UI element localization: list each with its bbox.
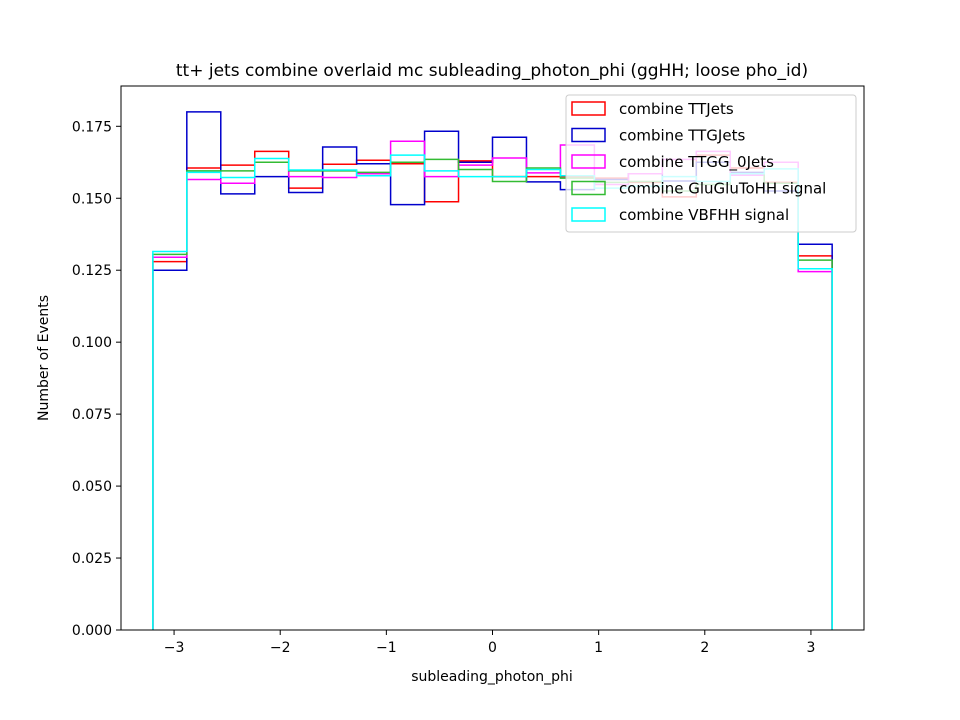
- y-tick-label: 0.175: [72, 119, 112, 135]
- y-tick-label: 0.150: [72, 191, 112, 207]
- legend-swatch: [571, 127, 606, 143]
- x-tick-label: 0: [488, 640, 497, 656]
- legend: combine TTJets combine TTGJets combine TTG…: [565, 94, 857, 233]
- y-tick-label: 0.000: [72, 623, 112, 639]
- legend-swatch: [571, 154, 606, 169]
- y-tick-label: 0.125: [72, 263, 112, 279]
- legend-box: [565, 94, 857, 233]
- legend-label: combine VBFHH signal: [619, 206, 789, 224]
- legend-swatch: [571, 207, 606, 222]
- y-tick-label: 0.075: [72, 407, 112, 423]
- x-tick-label: 1: [594, 640, 603, 656]
- legend-label: combine TTGG_0Jets: [619, 153, 774, 172]
- y-tick-label: 0.050: [72, 479, 112, 495]
- x-tick-label: 3: [806, 640, 815, 656]
- x-tick-label: −1: [376, 640, 397, 656]
- y-tick-label: 0.025: [72, 551, 112, 567]
- plot-area: −3 −2 −1 0 1 2 3 0.000 0.025 0.050 0.075 0.100 0.125…: [72, 85, 865, 656]
- y-axis-label: Number of Events: [36, 295, 52, 421]
- chart-title: tt+ jets combine overlaid mc subleading_…: [176, 61, 808, 81]
- y-tick-label: 0.100: [72, 335, 112, 351]
- legend-label: combine TTGJets: [619, 127, 745, 145]
- legend-label: combine GluGluToHH signal: [619, 180, 826, 198]
- legend-label: combine TTJets: [619, 100, 734, 118]
- x-tick-label: −2: [270, 640, 291, 656]
- legend-swatch: [571, 101, 606, 116]
- x-tick-label: 2: [700, 640, 709, 656]
- legend-swatch: [571, 180, 606, 196]
- x-tick-label: −3: [164, 640, 185, 656]
- x-axis-label: subleading_photon_phi: [411, 669, 573, 685]
